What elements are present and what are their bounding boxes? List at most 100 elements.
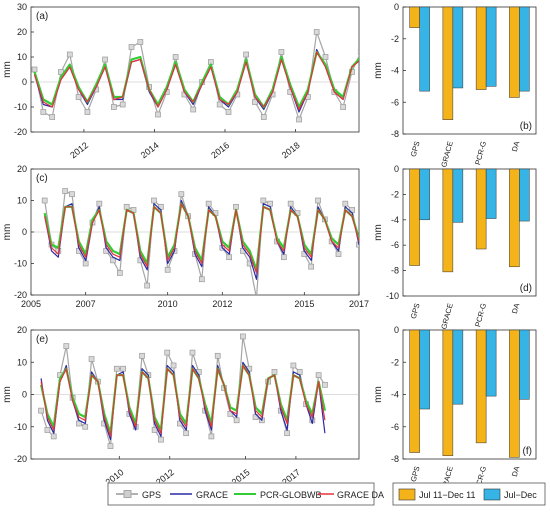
y-tick-label-b: -6 (391, 97, 399, 107)
gps-point-c (144, 282, 151, 289)
series-group-a (31, 29, 390, 123)
gps-point-c (205, 200, 212, 207)
x-tick-label-a: 2012 (68, 140, 90, 160)
gps-point-a (278, 49, 285, 55)
y-axis-label-e: mm (2, 386, 13, 403)
series-line-grace-da-e (40, 364, 326, 437)
gps-point-a (84, 109, 91, 115)
gps-point-e (233, 417, 240, 424)
bar-f-gps-jul11 (409, 329, 420, 453)
legend-grace-da-label: GRACE DA (337, 490, 384, 500)
gps-point-e (290, 362, 297, 369)
gps-point-e (120, 365, 126, 372)
gps-point-a (385, 87, 390, 92)
gps-point-e (271, 369, 278, 375)
gps-point-a (155, 111, 161, 118)
gps-point-c (116, 270, 123, 276)
y-tick-label-a: 10 (17, 52, 27, 62)
gps-point-e (240, 333, 246, 340)
gps-point-c (342, 200, 349, 207)
y-axis-label-c: mm (2, 224, 13, 241)
gps-point-c (164, 266, 171, 273)
gps-point-a (367, 85, 372, 90)
y-tick-label-c: -10 (14, 259, 27, 269)
gps-point-a (260, 114, 267, 120)
category-label-b: GRACE (439, 140, 455, 168)
y-tick-label-f: -8 (391, 454, 399, 464)
x-tick-label-c: 2017 (349, 299, 369, 309)
gps-point-e (38, 407, 44, 414)
y-tick-label-b: -8 (391, 129, 399, 139)
gps-point-c (151, 197, 157, 204)
category-label-d: GPS (409, 302, 422, 320)
bar-d-gps-jul11 (409, 168, 420, 266)
gps-point-c (315, 197, 321, 204)
gps-point-c (280, 254, 287, 261)
y-tick-label-d: -10 (386, 291, 399, 301)
gps-point-e (214, 352, 221, 359)
gps-point-a (119, 101, 126, 108)
gps-point-e (170, 362, 177, 369)
legend-pcr-label: PCR-GLOBWB (260, 490, 322, 500)
bar-f-pcr-g-juldec (485, 329, 497, 397)
gps-point-c (226, 254, 233, 261)
gps-point-e (284, 430, 290, 437)
x-tick-label-a: 2018 (280, 140, 302, 160)
bar-f-grace-juldec (452, 329, 464, 405)
y-axis-label-d: mm (373, 224, 384, 241)
gps-point-a (31, 66, 38, 73)
y-tick-label-f: -6 (391, 422, 399, 432)
category-label-b: GPS (409, 140, 422, 158)
bar-legend: Jul 11−Dec 11 Jul−Dec (392, 482, 546, 506)
gps-point-a (252, 99, 258, 105)
gps-point-c (363, 255, 368, 260)
gps-point-a (137, 39, 144, 45)
y-tick-label-c: -20 (14, 290, 27, 300)
panel-label-d: (d) (520, 283, 532, 294)
bar-f-gps-juldec (419, 329, 430, 410)
gps-point-e (322, 381, 328, 388)
gps-point-c (391, 255, 396, 260)
line-legend: GPS GRACE PCR-GLOBWB GRACE DA (107, 482, 384, 506)
legend-jul11-label: Jul 11−Dec 11 (419, 490, 475, 500)
bar-legend-box (392, 482, 546, 506)
gps-point-e (50, 433, 57, 440)
bar-d-pcr-g-jul11 (475, 168, 487, 250)
y-tick-label-e: -10 (14, 422, 27, 432)
y-tick-label-a: 20 (17, 27, 27, 37)
bar-d-da-juldec (519, 168, 530, 222)
gps-point-c (377, 214, 382, 219)
gps-point-c (233, 203, 239, 210)
y-tick-label-d: -2 (391, 189, 399, 199)
gps-point-c (69, 191, 75, 198)
y-axis-label-a: mm (2, 61, 13, 78)
bar-d-pcr-g-juldec (485, 168, 497, 219)
bar-d-da-jul11 (509, 168, 520, 268)
gps-point-e (76, 420, 82, 427)
gps-point-a (75, 94, 82, 100)
x-tick-label-c: 2005 (21, 299, 41, 309)
gps-point-a (216, 101, 223, 108)
series-line-grace-da-a (33, 51, 359, 111)
gps-point-a (190, 106, 197, 113)
y-axis-label-b: mm (373, 62, 384, 79)
y-axis-label-f: mm (373, 386, 384, 403)
gps-point-c (356, 241, 359, 248)
gps-point-a (340, 104, 346, 110)
legend-jul11-swatch (398, 488, 416, 501)
category-label-f: DA (510, 465, 521, 477)
gps-point-c (198, 276, 205, 283)
category-label-f: GPS (409, 465, 422, 483)
bar-d-grace-juldec (452, 168, 464, 223)
y-tick-label-a: -10 (14, 102, 27, 112)
category-label-b: PCR-G (473, 140, 488, 166)
y-tick-label-d: -8 (391, 266, 399, 276)
bar-b-pcr-g-juldec (485, 6, 497, 87)
panel-label-b: (b) (520, 121, 532, 132)
bar-b-da-jul11 (509, 6, 520, 98)
gps-point-e (44, 427, 51, 433)
gps-point-c (82, 260, 89, 267)
category-label-d: DA (510, 302, 521, 314)
